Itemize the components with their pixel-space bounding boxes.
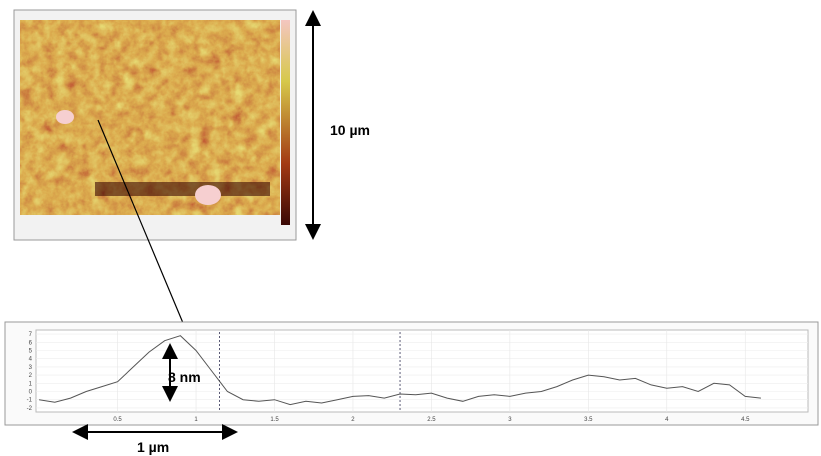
- width-label: 1 µm: [137, 439, 169, 455]
- colorbar: [281, 20, 290, 225]
- x-tick-label: 4: [665, 417, 669, 423]
- x-tick-label: 3: [508, 417, 512, 423]
- y-tick-label: 0: [29, 390, 33, 396]
- afm-panel: [13, 9, 297, 241]
- profile-line: [39, 335, 761, 406]
- x-tick-label: 2: [351, 417, 355, 423]
- bright-spot: [56, 110, 74, 124]
- y-tick-label: 2: [29, 373, 33, 379]
- x-tick-label: 1.5: [270, 417, 279, 423]
- section-line: [97, 119, 184, 324]
- scale-label: 10 µm: [330, 122, 370, 138]
- y-tick-label: -1: [27, 398, 33, 404]
- y-tick-label: 4: [29, 357, 33, 363]
- x-tick-label: 0.5: [113, 417, 122, 423]
- dark-band: [95, 182, 270, 196]
- x-tick-label: 4.5: [741, 417, 750, 423]
- y-tick-label: 3: [29, 365, 33, 371]
- y-tick-label: 5: [29, 349, 33, 355]
- x-tick-label: 1: [194, 417, 198, 423]
- x-tick-label: 2.5: [427, 417, 436, 423]
- y-tick-label: -2: [27, 406, 33, 412]
- y-tick-label: 1: [29, 381, 33, 387]
- y-tick-label: 6: [29, 340, 33, 346]
- x-tick-label: 3.5: [584, 417, 593, 423]
- bright-spot: [195, 185, 221, 205]
- height-label: 8 nm: [168, 369, 201, 385]
- y-tick-label: 7: [29, 332, 33, 338]
